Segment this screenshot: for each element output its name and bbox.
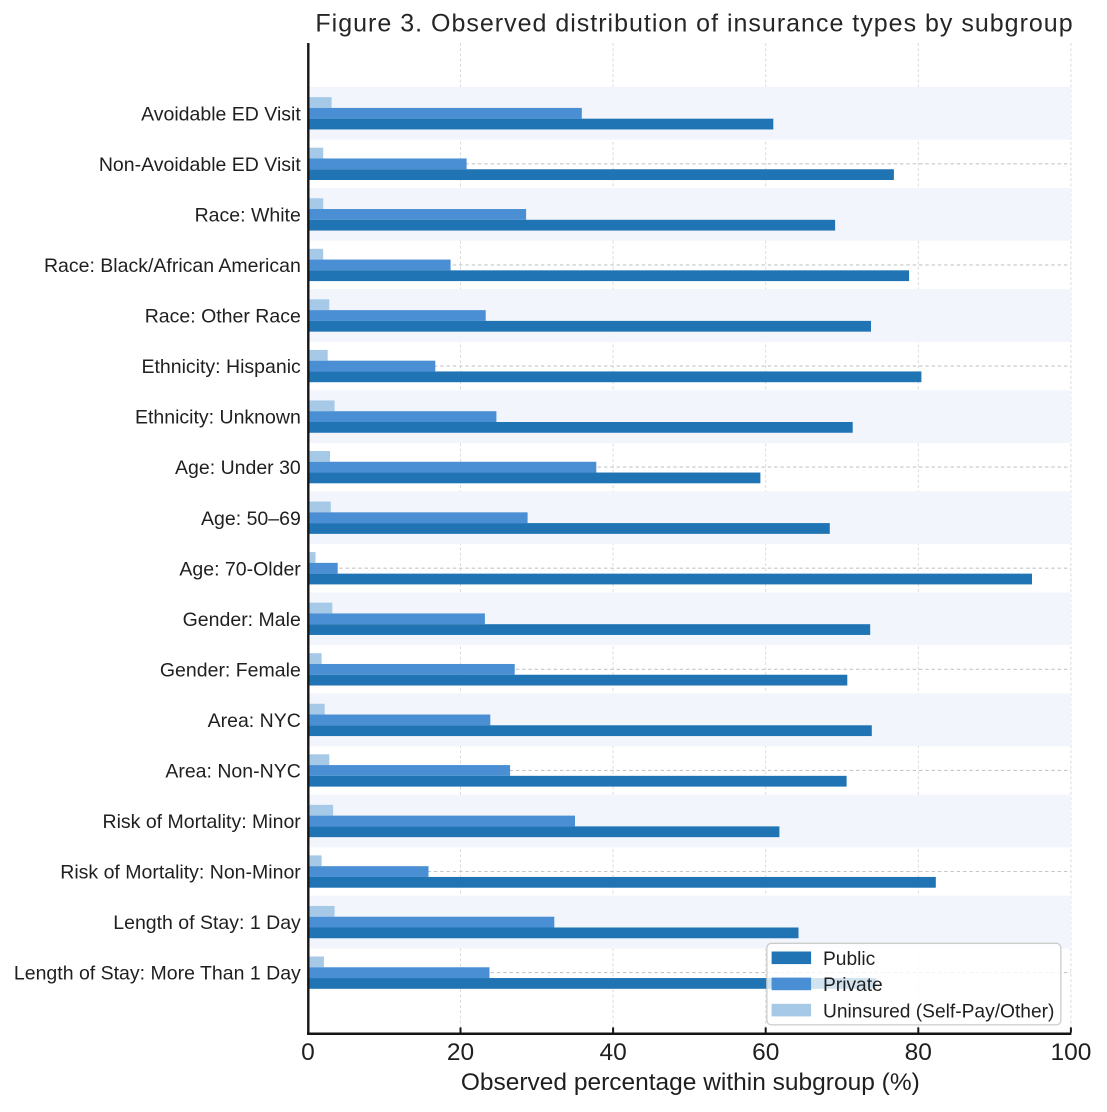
svg-text:Race: Other Race: Race: Other Race — [145, 306, 301, 328]
svg-text:Age: 70-Older: Age: 70-Older — [179, 558, 301, 580]
svg-text:Risk of Mortality: Minor: Risk of Mortality: Minor — [103, 811, 302, 833]
svg-text:Area: NYC: Area: NYC — [208, 710, 301, 732]
svg-text:Figure 3. Observed distributio: Figure 3. Observed distribution of insur… — [315, 10, 1073, 38]
svg-text:80: 80 — [905, 1039, 932, 1066]
svg-text:Age: 50–69: Age: 50–69 — [201, 508, 301, 530]
svg-text:Gender: Female: Gender: Female — [160, 659, 301, 681]
svg-text:Private: Private — [823, 975, 883, 996]
svg-text:40: 40 — [599, 1039, 626, 1066]
svg-text:Race: White: Race: White — [195, 205, 301, 227]
svg-text:100: 100 — [1050, 1039, 1091, 1066]
svg-text:Age: Under 30: Age: Under 30 — [175, 457, 301, 479]
svg-text:Ethnicity: Unknown: Ethnicity: Unknown — [135, 407, 301, 429]
svg-text:Ethnicity: Hispanic: Ethnicity: Hispanic — [141, 356, 301, 378]
svg-text:Length of Stay: 1 Day: Length of Stay: 1 Day — [113, 912, 301, 934]
svg-text:Observed percentage within sub: Observed percentage within subgroup (%) — [461, 1069, 920, 1096]
svg-text:Non-Avoidable ED Visit: Non-Avoidable ED Visit — [99, 154, 302, 176]
svg-text:Area: Non-NYC: Area: Non-NYC — [165, 761, 300, 783]
svg-text:Length of Stay: More Than 1 Da: Length of Stay: More Than 1 Day — [14, 963, 301, 985]
svg-text:Avoidable ED Visit: Avoidable ED Visit — [141, 103, 301, 125]
svg-text:60: 60 — [752, 1039, 779, 1066]
svg-text:Gender: Male: Gender: Male — [183, 609, 301, 631]
svg-text:Risk of Mortality: Non-Minor: Risk of Mortality: Non-Minor — [60, 862, 301, 884]
svg-text:Uninsured (Self-Pay/Other): Uninsured (Self-Pay/Other) — [823, 1001, 1054, 1022]
svg-text:0: 0 — [301, 1039, 315, 1066]
svg-text:20: 20 — [447, 1039, 474, 1066]
svg-text:Race: Black/African American: Race: Black/African American — [44, 255, 301, 277]
svg-text:Public: Public — [823, 949, 876, 970]
